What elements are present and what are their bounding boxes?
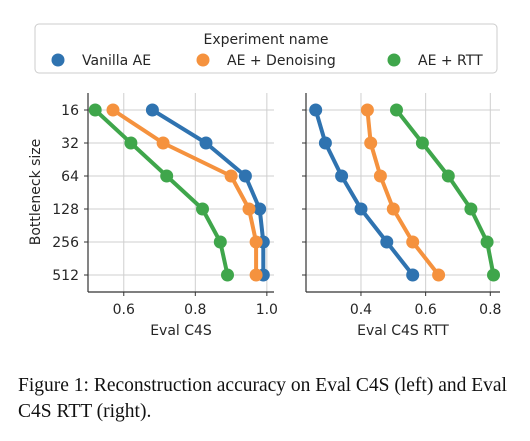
legend-marker-vanilla-ae bbox=[51, 53, 65, 67]
right-line-ae-denoising bbox=[365, 108, 441, 277]
right-point-ae-denoising-128 bbox=[386, 202, 400, 216]
right-point-ae-rtt-16 bbox=[390, 103, 403, 117]
right-x-tick-label-2: 0.8 bbox=[479, 302, 501, 318]
right-point-ae-denoising-512 bbox=[432, 268, 446, 282]
left-point-ae-denoising-512 bbox=[249, 268, 263, 282]
legend-marker-ae-rtt bbox=[387, 53, 401, 67]
left-point-ae-denoising-32 bbox=[156, 136, 170, 150]
right-point-ae-rtt-128 bbox=[464, 202, 478, 216]
y-tick-label-16: 16 bbox=[61, 103, 79, 119]
left-point-ae-rtt-32 bbox=[124, 136, 138, 150]
y-tick-label-128: 128 bbox=[52, 202, 79, 218]
left-point-ae-denoising-16 bbox=[106, 103, 120, 117]
left-axes: 16 32 64 128 256 512 0.6 0.8 1.0 bbox=[52, 93, 278, 318]
right-point-vanilla-ae-128 bbox=[354, 202, 368, 216]
y-tick-label-32: 32 bbox=[61, 136, 79, 152]
left-series bbox=[88, 103, 270, 282]
right-point-ae-denoising-16 bbox=[360, 103, 374, 117]
left-x-tick-label-1: 0.8 bbox=[184, 302, 206, 318]
right-point-ae-rtt-512 bbox=[487, 268, 500, 282]
left-line-ae-rtt bbox=[93, 108, 230, 277]
right-point-ae-denoising-32 bbox=[364, 136, 378, 150]
right-line-ae-rtt bbox=[394, 108, 496, 277]
left-point-ae-rtt-64 bbox=[160, 169, 174, 183]
legend-label-ae-rtt: AE + RTT bbox=[418, 53, 483, 69]
left-point-vanilla-ae-64 bbox=[238, 169, 252, 183]
y-tick-label-64: 64 bbox=[61, 169, 79, 185]
right-point-ae-rtt-256 bbox=[480, 235, 494, 249]
legend-label-vanilla-ae: Vanilla AE bbox=[82, 53, 151, 69]
left-point-ae-rtt-128 bbox=[196, 202, 209, 216]
right-point-ae-rtt-32 bbox=[415, 136, 429, 150]
left-point-ae-denoising-64 bbox=[224, 169, 238, 183]
right-x-axis-label: Eval C4S RTT bbox=[357, 323, 449, 339]
left-x-tick-label-0: 0.6 bbox=[113, 302, 135, 318]
legend-frame bbox=[34, 23, 498, 74]
right-panel: 0.4 0.6 0.8 Eval C4S RTT bbox=[302, 93, 501, 339]
left-grid bbox=[88, 93, 274, 292]
left-y-axis-label: Bottleneck size bbox=[28, 139, 44, 246]
legend-label-ae-denoising: AE + Denoising bbox=[227, 53, 336, 69]
left-point-ae-denoising-128 bbox=[242, 202, 256, 216]
right-x-tick-label-0: 0.4 bbox=[350, 302, 372, 318]
left-point-ae-rtt-512 bbox=[221, 268, 234, 282]
legend-marker-ae-denoising bbox=[196, 53, 210, 67]
right-point-vanilla-ae-16 bbox=[309, 103, 323, 117]
right-point-vanilla-ae-32 bbox=[318, 136, 332, 150]
left-point-ae-rtt-256 bbox=[213, 235, 227, 249]
left-x-axis-label: Eval C4S bbox=[150, 323, 212, 339]
left-point-vanilla-ae-128 bbox=[253, 202, 267, 216]
right-x-tick-label-1: 0.6 bbox=[415, 302, 437, 318]
left-point-vanilla-ae-16 bbox=[145, 103, 159, 117]
legend-title: Experiment name bbox=[203, 32, 328, 48]
right-point-ae-denoising-64 bbox=[373, 169, 387, 183]
right-point-vanilla-ae-64 bbox=[335, 169, 349, 183]
right-series bbox=[309, 103, 500, 282]
figure-caption: Figure 1: Reconstruction accuracy on Eva… bbox=[18, 375, 507, 422]
legend: Experiment name Vanilla AE AE + Denoising… bbox=[34, 23, 498, 74]
right-line-vanilla-ae bbox=[313, 108, 415, 277]
left-x-tick-label-2: 1.0 bbox=[256, 302, 278, 318]
left-point-vanilla-ae-32 bbox=[199, 136, 213, 150]
right-axes: 0.4 0.6 0.8 bbox=[302, 93, 501, 318]
y-tick-label-512: 512 bbox=[52, 268, 79, 284]
right-point-vanilla-ae-512 bbox=[406, 268, 420, 282]
right-point-ae-denoising-256 bbox=[406, 235, 420, 249]
right-point-ae-rtt-64 bbox=[441, 169, 455, 183]
legend-entries: Vanilla AE AE + Denoising AE + RTT bbox=[51, 53, 483, 69]
left-point-ae-denoising-256 bbox=[249, 235, 263, 249]
left-point-ae-rtt-16 bbox=[88, 103, 102, 117]
left-line-vanilla-ae bbox=[150, 108, 266, 277]
left-panel: 16 32 64 128 256 512 0.6 0.8 1.0 Eval C4S Bottle… bbox=[28, 93, 278, 339]
y-tick-label-256: 256 bbox=[52, 235, 79, 251]
right-point-vanilla-ae-256 bbox=[380, 235, 394, 249]
